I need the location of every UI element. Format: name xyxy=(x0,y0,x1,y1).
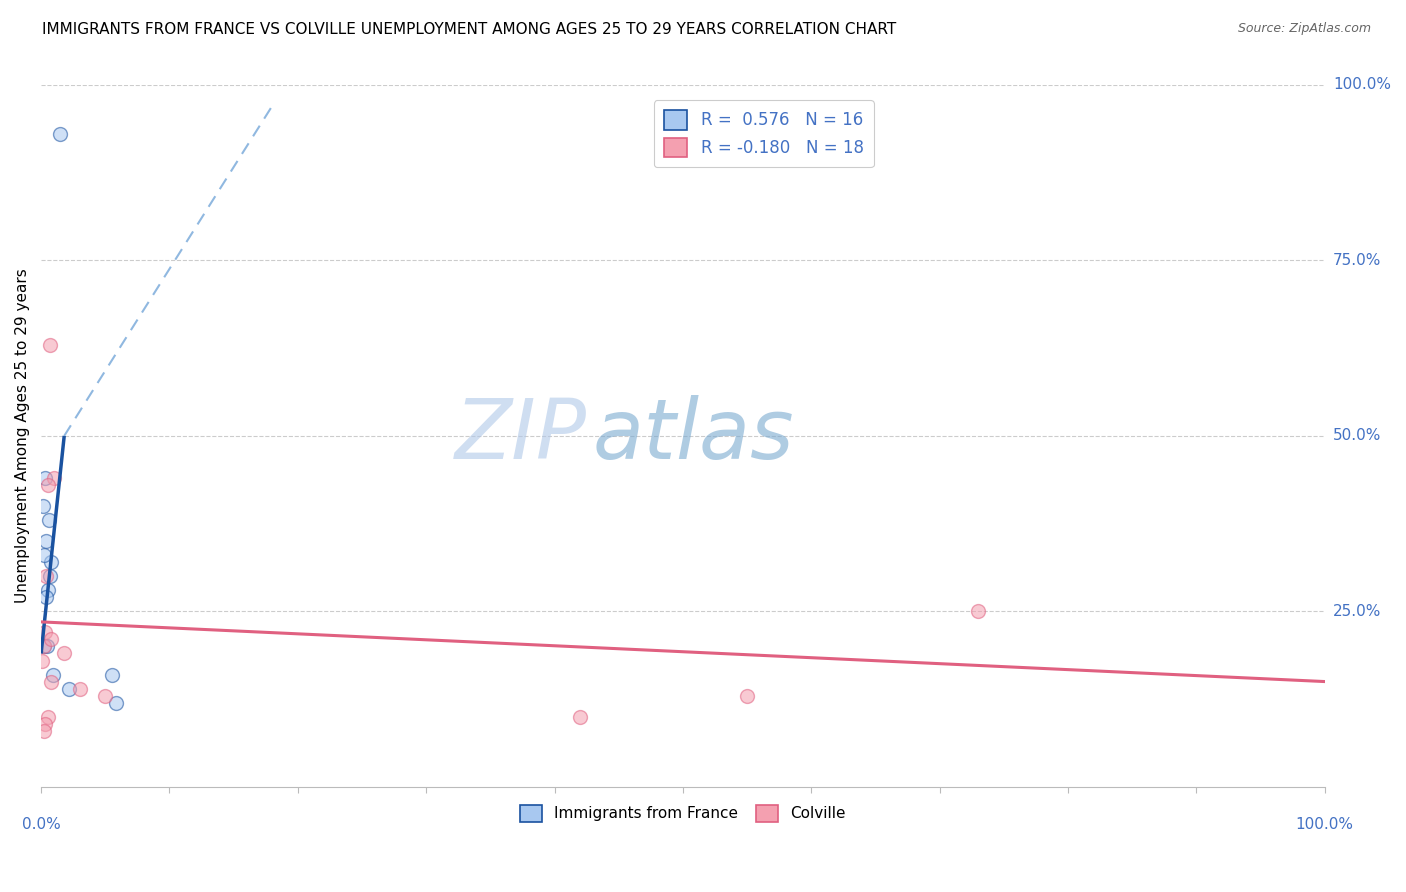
Point xyxy=(69,681,91,696)
Point xyxy=(94,689,117,703)
Point xyxy=(37,478,59,492)
Point xyxy=(41,674,63,689)
Point xyxy=(34,471,56,485)
Point xyxy=(32,499,55,513)
Point xyxy=(39,632,62,647)
Point xyxy=(34,716,56,731)
Text: IMMIGRANTS FROM FRANCE VS COLVILLE UNEMPLOYMENT AMONG AGES 25 TO 29 YEARS CORREL: IMMIGRANTS FROM FRANCE VS COLVILLE UNEMP… xyxy=(42,22,897,37)
Point xyxy=(34,625,56,640)
Point xyxy=(569,709,592,723)
Point xyxy=(35,640,58,654)
Text: 25.0%: 25.0% xyxy=(1333,604,1381,619)
Text: 0.0%: 0.0% xyxy=(21,817,60,832)
Point xyxy=(39,337,62,351)
Point xyxy=(100,667,122,681)
Point xyxy=(32,640,55,654)
Point xyxy=(38,513,60,527)
Text: 100.0%: 100.0% xyxy=(1296,817,1354,832)
Point xyxy=(53,647,76,661)
Point xyxy=(32,723,55,738)
Text: ZIP: ZIP xyxy=(454,395,586,476)
Point xyxy=(49,127,72,141)
Point xyxy=(41,667,63,681)
Point xyxy=(35,569,58,583)
Text: 100.0%: 100.0% xyxy=(1333,78,1391,93)
Text: 75.0%: 75.0% xyxy=(1333,253,1381,268)
Point xyxy=(32,640,55,654)
Point xyxy=(37,709,59,723)
Point xyxy=(967,604,990,618)
Point xyxy=(104,696,127,710)
Point xyxy=(34,548,56,562)
Point xyxy=(58,681,80,696)
Point xyxy=(39,569,62,583)
Y-axis label: Unemployment Among Ages 25 to 29 years: Unemployment Among Ages 25 to 29 years xyxy=(15,268,30,603)
Legend: Immigrants from France, Colville: Immigrants from France, Colville xyxy=(515,798,852,829)
Point xyxy=(735,689,758,703)
Point xyxy=(41,555,63,569)
Text: atlas: atlas xyxy=(593,395,794,476)
Point xyxy=(31,653,53,667)
Text: Source: ZipAtlas.com: Source: ZipAtlas.com xyxy=(1237,22,1371,36)
Point xyxy=(37,583,59,598)
Point xyxy=(35,534,58,549)
Point xyxy=(34,591,56,605)
Point xyxy=(42,471,65,485)
Text: 50.0%: 50.0% xyxy=(1333,428,1381,443)
